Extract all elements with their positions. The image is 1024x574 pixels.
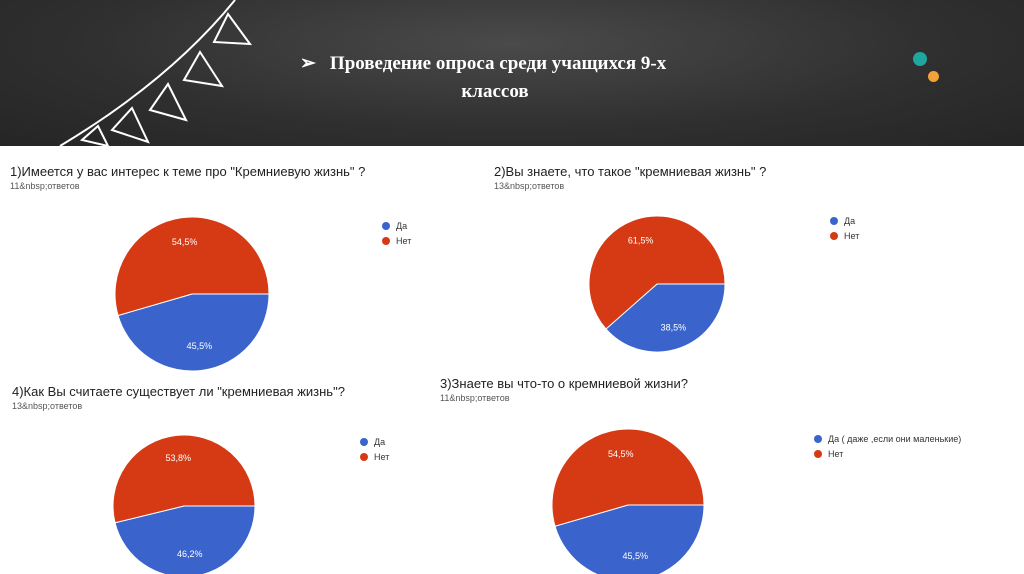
chart-title: 1)Имеется у вас интерес к теме про "Крем…: [10, 164, 366, 179]
chart-title: 3)Знаете вы что-то о кремниевой жизни?: [440, 376, 688, 391]
pie-slice-yes: [605, 283, 726, 353]
chart-subtitle: 11&nbsp;ответов: [440, 393, 510, 403]
orange-dot-decoration: [928, 71, 939, 82]
pie-slice-no: [114, 216, 270, 317]
chart-panel-q4: 4)Как Вы считаете существует ли "кремние…: [12, 384, 432, 574]
legend-swatch-yes: [360, 437, 368, 446]
pie-slice-yes: [114, 505, 256, 574]
chart-title: 4)Как Вы считаете существует ли "кремние…: [12, 384, 345, 399]
chart-legend: Да Нет: [382, 218, 411, 248]
chart-subtitle: 13&nbsp;ответов: [494, 181, 565, 191]
legend-item-yes: Да: [382, 218, 411, 233]
legend-label: Нет: [844, 230, 860, 241]
legend-swatch-no: [360, 452, 368, 461]
chart-title: 2)Вы знаете, что такое "кремниевая жизнь…: [494, 164, 767, 179]
teal-dot-decoration: [913, 52, 927, 66]
legend-item-yes: Да: [360, 434, 389, 449]
slice-label-no: 53,8%: [165, 453, 191, 463]
legend-item-no: Нет: [360, 449, 389, 464]
pie-slice-no: [551, 428, 705, 527]
chart-subtitle: 13&nbsp;ответов: [12, 401, 83, 411]
slice-label-no: 54,5%: [608, 449, 634, 459]
pie-slice-no: [112, 434, 256, 524]
chart-panel-q1: 1)Имеется у вас интерес к теме про "Крем…: [10, 164, 480, 374]
pie-slice-no: [588, 215, 726, 330]
legend-swatch-no: [382, 236, 390, 245]
chart-subtitle: 11&nbsp;ответов: [10, 181, 80, 191]
slide-title-line1: Проведение опроса среди учащихся 9-х: [329, 53, 667, 74]
chart-legend: Да Нет: [360, 434, 389, 464]
legend-label: Нет: [828, 448, 844, 459]
legend-label: Да: [396, 220, 408, 231]
legend-swatch-yes: [830, 216, 838, 225]
slice-label-no: 61,5%: [628, 236, 654, 246]
pie-slice-yes: [554, 504, 705, 574]
slice-label-yes: 38,5%: [661, 322, 687, 332]
legend-swatch-no: [830, 231, 838, 240]
pie-slice-yes: [117, 293, 270, 372]
slice-label-yes: 45,5%: [187, 341, 213, 351]
slice-label-yes: 46,2%: [177, 549, 203, 559]
legend-item-no: Нет: [830, 228, 859, 243]
chart-legend: Да ( даже ,если они маленькие) Нет: [814, 431, 961, 461]
legend-label: Нет: [374, 451, 390, 462]
slide-title-line2: классов: [461, 81, 529, 102]
slice-label-yes: 45,5%: [623, 551, 649, 561]
legend-item-no: Нет: [382, 233, 411, 248]
pie-chart-q1: 45,5% 54,5%: [114, 216, 270, 372]
legend-label: Да: [374, 436, 386, 447]
slice-label-no: 54,5%: [172, 237, 198, 247]
slide-title: ➢ Проведение опроса среди учащихся 9-х кл…: [300, 50, 780, 106]
legend-label: Да: [844, 215, 856, 226]
legend-item-yes: Да ( даже ,если они маленькие): [814, 431, 961, 446]
legend-item-no: Нет: [814, 446, 961, 461]
legend-swatch-yes: [382, 221, 390, 230]
pie-chart-q4: 46,2% 53,8%: [112, 434, 256, 574]
legend-label: Да ( даже ,если они маленькие): [828, 433, 962, 444]
arrow-bullet-icon: ➢: [300, 53, 316, 74]
legend-swatch-yes: [814, 434, 822, 443]
chart-panel-q2: 2)Вы знаете, что такое "кремниевая жизнь…: [494, 164, 994, 364]
bunting-decoration: [59, 0, 253, 146]
chart-panel-q3: 3)Знаете вы что-то о кремниевой жизни? 1…: [440, 376, 1000, 574]
legend-swatch-no: [814, 449, 822, 458]
legend-item-yes: Да: [830, 213, 859, 228]
legend-label: Нет: [396, 235, 412, 246]
pie-chart-q2: 38,5% 61,5%: [588, 215, 726, 353]
slide-header: ➢ Проведение опроса среди учащихся 9-х кл…: [0, 0, 1024, 146]
pie-chart-q3: 45,5% 54,5%: [551, 428, 705, 574]
chart-legend: Да Нет: [830, 213, 859, 243]
